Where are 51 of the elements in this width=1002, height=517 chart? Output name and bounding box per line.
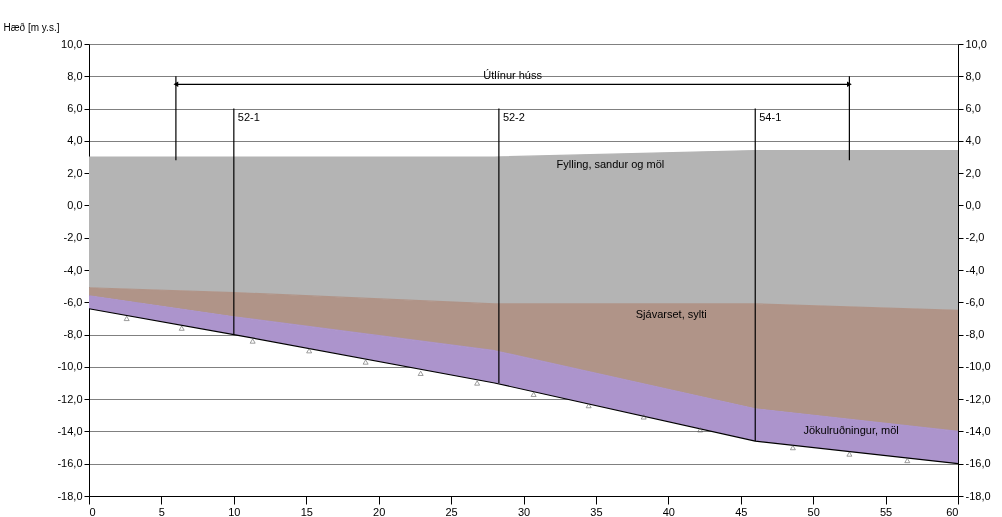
x-tick-label: 50 [807,505,820,517]
y-tick-label: 0,0 [67,198,83,211]
x-tick-label: 10 [228,505,241,517]
x-tick-label: 0 [89,505,96,517]
x-tick-label: 25 [445,505,458,517]
y2-tick-label: -14,0 [965,424,991,437]
y2-tick-label: -8,0 [965,328,985,341]
x-tick-label: 35 [590,505,603,517]
series-label: Fylling, sandur og möl [556,158,665,171]
x-tick-label: 15 [300,505,313,517]
y-tick-label: -10,0 [57,360,83,373]
y2-tick-label: 2,0 [965,166,981,179]
series-label: 52-2 [502,110,525,123]
x-tick-label: 40 [662,505,675,517]
x-tick-label: 55 [879,505,893,517]
x-tick-label: 45 [735,505,748,517]
series-label: Jökulruðningur, möl [803,423,899,436]
y-tick-label: 10,0 [61,37,83,50]
x-tick-label: 5 [158,505,165,517]
y2-tick-label: -16,0 [965,457,991,470]
x-tick-label: 60 [946,505,959,517]
y-tick-label: -14,0 [57,424,83,437]
y2-tick-label: -18,0 [965,489,991,502]
y-tick-label: -8,0 [63,328,83,341]
series-label: Útlínur húss [483,69,543,82]
y-tick-label: 4,0 [67,134,83,147]
x-tick-label: 20 [373,505,386,517]
y-tick-label: -16,0 [57,457,83,470]
y2-tick-label: -6,0 [965,295,985,308]
y-tick-label: -6,0 [63,295,83,308]
y-tick-label: 2,0 [67,166,83,179]
y2-tick-label: 8,0 [965,69,981,82]
series-label: 54-1 [759,110,782,123]
y-tick-label: -18,0 [57,489,83,502]
y2-tick-label: 10,0 [965,37,987,50]
series-label: 52-1 [237,110,260,123]
y-tick-label: -2,0 [63,231,83,244]
y-tick-label: -12,0 [57,392,83,405]
y2-tick-label: 0,0 [965,198,981,211]
y-tick-label: 6,0 [67,102,83,115]
y-axis-title: Hæð [m y.s.] [3,21,60,33]
y2-tick-label: 6,0 [965,102,981,115]
series-label: Sjávarset, sylti [635,307,707,320]
y2-tick-label: -10,0 [965,360,991,373]
y2-tick-label: 4,0 [965,134,981,147]
x-tick-label: 30 [517,505,531,517]
y2-tick-label: -2,0 [965,231,985,244]
y-tick-label: 8,0 [67,69,83,82]
y2-tick-label: -12,0 [965,392,991,405]
y2-tick-label: -4,0 [965,263,985,276]
y-tick-label: -4,0 [63,263,83,276]
